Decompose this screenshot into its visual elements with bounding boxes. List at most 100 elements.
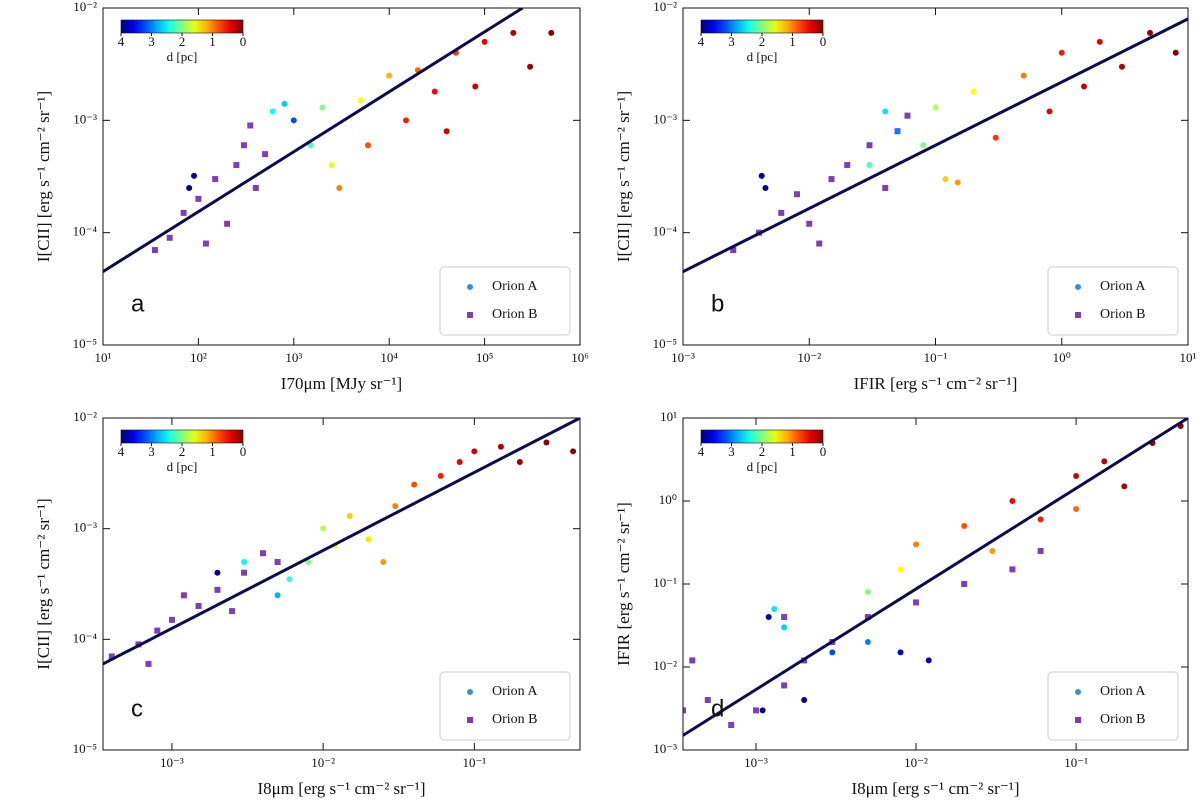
orion-a-point [392, 503, 399, 510]
orion-a-point [214, 569, 221, 576]
x-tick-label: 10⁻¹ [462, 755, 486, 770]
orion-b-point [262, 151, 269, 158]
colorbar-tick-label: 1 [209, 34, 216, 49]
orion-b-point [806, 220, 813, 227]
orion-a-point [864, 639, 871, 646]
orion-a-point [925, 657, 932, 664]
orion-b-point [224, 220, 231, 227]
orion-b-point [214, 586, 221, 593]
orion-a-point [320, 525, 327, 532]
x-tick-label: 10⁰ [1053, 350, 1071, 365]
orion-b-point [259, 550, 266, 557]
panel: 10⁻³ 10⁻² 10⁻¹ 10⁰ 10¹ 10⁻⁵ 10⁻⁴ 10⁻³ 10⁻² IFIR [… [614, 0, 1197, 393]
orion-b-point [730, 247, 737, 254]
panel-letter: a [131, 290, 145, 317]
orion-a-point [781, 624, 788, 631]
orion-a-point [894, 128, 901, 135]
orion-a-point [1101, 458, 1108, 465]
orion-a-point [771, 605, 778, 612]
orion-b-point [145, 660, 152, 667]
orion-b-point [233, 162, 240, 169]
frame [682, 417, 1189, 751]
orion-a-point [186, 184, 193, 191]
orion-b-point [247, 122, 254, 129]
y-tick-label: 10⁻¹ [653, 575, 677, 590]
x-axis-label: I70μm [MJy sr⁻¹] [281, 374, 402, 393]
x-tick-label: 10⁶ [571, 350, 589, 365]
orion-b-point [828, 176, 835, 183]
colorbar-tick-label: 4 [118, 444, 125, 459]
y-tick-label: 10⁻³ [653, 111, 677, 126]
orion-b-point [108, 653, 115, 660]
orion-a-point [1037, 516, 1044, 523]
orion-a-point [191, 172, 198, 179]
legend-marker [1075, 312, 1081, 318]
colorbar-tick-label: 4 [698, 34, 705, 49]
legend-marker [467, 689, 473, 695]
colorbar-tick-label: 0 [240, 444, 247, 459]
colorbar [120, 429, 244, 444]
orion-a-point [765, 614, 772, 621]
orion-a-point [970, 88, 977, 95]
orion-b-point [195, 195, 202, 202]
orion-a-point [472, 83, 479, 90]
orion-b-point [180, 209, 187, 216]
x-tick-label: 10² [190, 350, 207, 365]
orion-a-point [497, 443, 504, 450]
orion-b-point [689, 657, 696, 664]
y-axis-label: I[CII] [erg s⁻¹ cm⁻² sr⁻¹] [614, 91, 633, 262]
orion-a-point [516, 459, 523, 466]
orion-a-point [1118, 63, 1125, 70]
orion-b-point [913, 599, 920, 606]
orion-a-point [1146, 29, 1153, 36]
legend-box [439, 671, 571, 741]
orion-b-point [180, 592, 187, 599]
legend-label: Orion A [492, 279, 538, 294]
orion-a-point [548, 29, 555, 36]
colorbar-tick-label: 1 [789, 444, 796, 459]
y-tick-label: 10⁻⁴ [653, 224, 678, 239]
legend-label: Orion B [492, 307, 538, 322]
orion-a-point [1046, 108, 1053, 115]
panel: 10⁻³ 10⁻² 10⁻¹ 10⁻⁵ 10⁻⁴ 10⁻³ 10⁻² I8μm [erg s⁻… [34, 409, 581, 798]
legend-box [1047, 266, 1179, 336]
orion-a-point [471, 448, 478, 455]
panel: 10⁻³ 10⁻² 10⁻¹ 10⁻³ 10⁻² 10⁻¹ 10⁰ 10¹ I8μm [erg … [614, 409, 1189, 798]
orion-a-point [386, 72, 393, 79]
orion-b-point [882, 184, 889, 191]
y-axis-label: I[CII] [erg s⁻¹ cm⁻² sr⁻¹] [34, 91, 53, 262]
y-tick-label: 10⁻³ [653, 741, 677, 756]
y-tick-label: 10⁻⁵ [653, 336, 677, 351]
x-axis-label: IFIR [erg s⁻¹ cm⁻² sr⁻¹] [854, 374, 1018, 393]
x-tick-label: 10⁻³ [671, 350, 695, 365]
orion-a-point [864, 589, 871, 596]
orion-a-point [402, 117, 409, 124]
orion-a-point [1121, 483, 1128, 490]
orion-a-point [897, 566, 904, 573]
x-axis-label: I8μm [erg s⁻¹ cm⁻² sr⁻¹] [851, 779, 1019, 798]
orion-b-point [274, 558, 281, 565]
orion-b-point [794, 191, 801, 198]
orion-a-point [954, 179, 961, 186]
orion-b-point [154, 627, 161, 634]
y-axis-label: I[CII] [erg s⁻¹ cm⁻² sr⁻¹] [34, 498, 53, 669]
orion-a-point [1073, 473, 1080, 480]
orion-a-point [456, 459, 463, 466]
orion-a-point [336, 184, 343, 191]
colorbar-tick-label: 3 [148, 444, 155, 459]
colorbar-tick-label: 4 [698, 444, 705, 459]
orion-b-point [816, 240, 823, 247]
y-tick-label: 10⁻³ [73, 111, 97, 126]
orion-a-point [543, 439, 550, 446]
orion-a-point [1172, 49, 1179, 56]
orion-b-point [961, 581, 968, 587]
orion-b-point [229, 608, 236, 615]
plot-area [683, 17, 1188, 273]
orion-b-point [168, 616, 175, 623]
colorbar [700, 429, 824, 444]
orion-a-point [992, 134, 999, 141]
orion-b-point [844, 162, 851, 169]
orion-a-point [897, 649, 904, 656]
legend-label: Orion B [492, 712, 538, 727]
orion-b-point [866, 142, 873, 149]
